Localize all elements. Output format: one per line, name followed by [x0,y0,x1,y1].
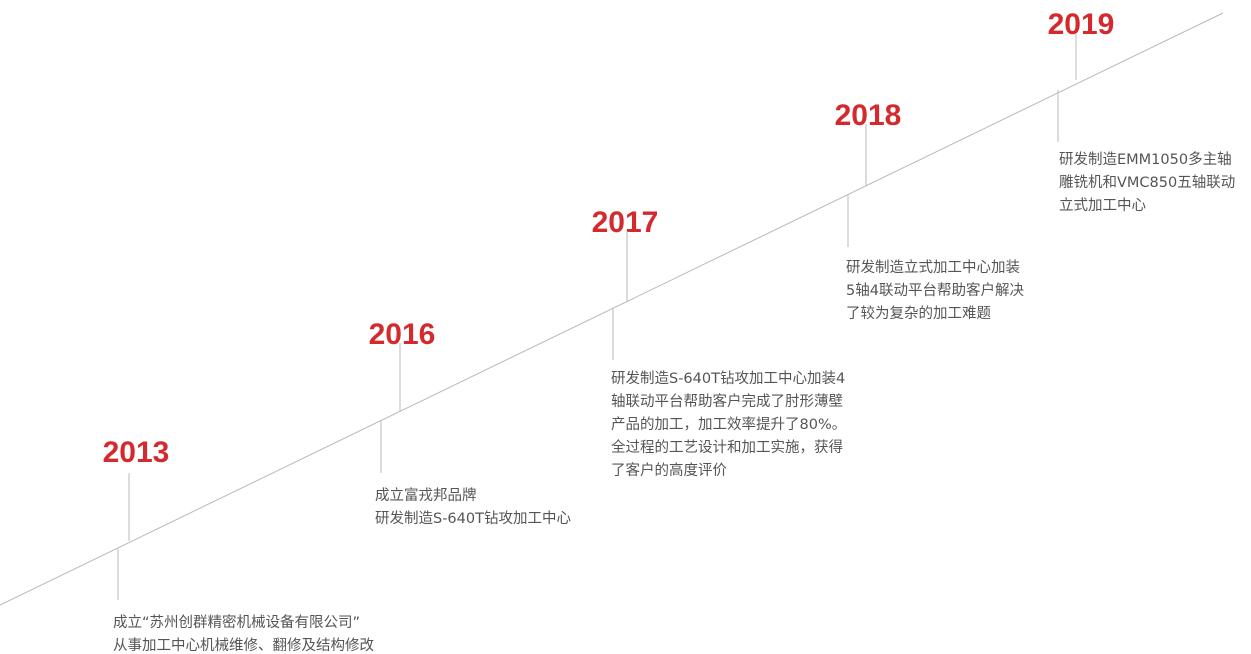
event-description: 产品的加工，加工效率提升了80%。 [611,416,846,433]
event-description: 轴联动平台帮助客户完成了肘形薄壁 [611,393,843,410]
event-description: 研发制造立式加工中心加装 [846,259,1020,276]
year-label: 2018 [835,99,902,132]
event-description: 研发制造S-640T钻攻加工中心 [375,510,571,527]
event-description: 全过程的工艺设计和加工实施，获得 [611,438,843,456]
event-description: 研发制造EMM1050多主轴 [1059,151,1232,168]
year-label: 2019 [1048,8,1115,41]
event-description: 研发制造S-640T钻攻加工中心加装4 [611,370,845,387]
year-label: 2017 [592,206,659,239]
year-label: 2013 [103,436,170,469]
timeline-axis [0,12,1224,606]
event-description: 5轴4联动平台帮助客户解决 [846,282,1024,299]
event-description: 成立富戎邦品牌 [375,486,477,504]
event-description: 雕铣机和VMC850五轴联动 [1059,174,1235,191]
event-description: 了客户的高度评价 [611,462,727,479]
event-description: 成立“苏州创群精密机械设备有限公司” [113,614,360,631]
event-description: 立式加工中心 [1059,197,1146,214]
event-description: 了较为复杂的加工难题 [846,304,991,322]
year-label: 2016 [369,318,436,351]
event-description: 从事加工中心机械维修、翻修及结构修改 [113,637,374,654]
